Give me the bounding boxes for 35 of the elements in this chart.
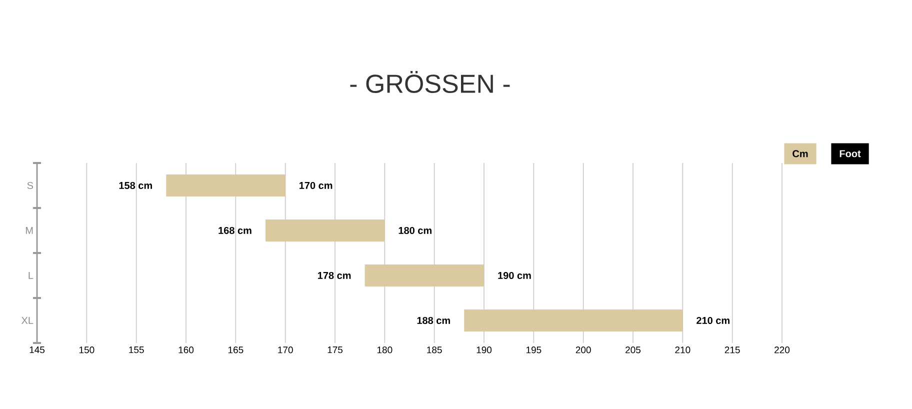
x-tick-label: 215	[724, 346, 740, 354]
x-tick-label: 190	[476, 346, 492, 354]
y-tick-label: M	[26, 227, 33, 234]
y-tick-label: S	[27, 182, 34, 190]
y-tick-label: L	[28, 272, 34, 279]
x-tick-label: 170	[278, 346, 293, 354]
annotation: 170 cm	[300, 182, 332, 190]
annotation: 190 cm	[498, 272, 531, 280]
x-tick-label: 195	[526, 346, 542, 354]
bar	[265, 219, 385, 242]
x-tick-label: 180	[377, 346, 392, 354]
annotation: 158 cm	[119, 182, 152, 190]
x-tick-label: 145	[30, 346, 45, 354]
annotation: 210 cm	[696, 316, 730, 324]
annotation: 178 cm	[318, 272, 351, 280]
x-tick-label: 210	[675, 346, 690, 354]
bar	[166, 174, 286, 196]
x-tick-label: 185	[427, 346, 442, 354]
text: Cm	[792, 150, 808, 158]
x-tick-label: 150	[79, 346, 94, 354]
x-tick-label: 200	[576, 346, 591, 354]
y-tick-label: XL	[21, 317, 34, 324]
chart-title: - GRÖSSEN -	[350, 70, 510, 93]
x-tick-label: 155	[129, 346, 144, 354]
annotation: 180 cm	[398, 226, 432, 234]
x-tick-label: 165	[228, 346, 244, 354]
x-tick-label: 205	[626, 346, 641, 354]
annotation: 168 cm	[218, 226, 252, 234]
bar	[464, 309, 683, 332]
text: Foot	[840, 150, 861, 158]
x-tick-label: 160	[178, 346, 194, 354]
annotation: 188 cm	[417, 316, 450, 324]
bar	[364, 264, 484, 286]
x-tick-label: 220	[774, 346, 790, 354]
x-tick-label: 175	[328, 346, 343, 354]
